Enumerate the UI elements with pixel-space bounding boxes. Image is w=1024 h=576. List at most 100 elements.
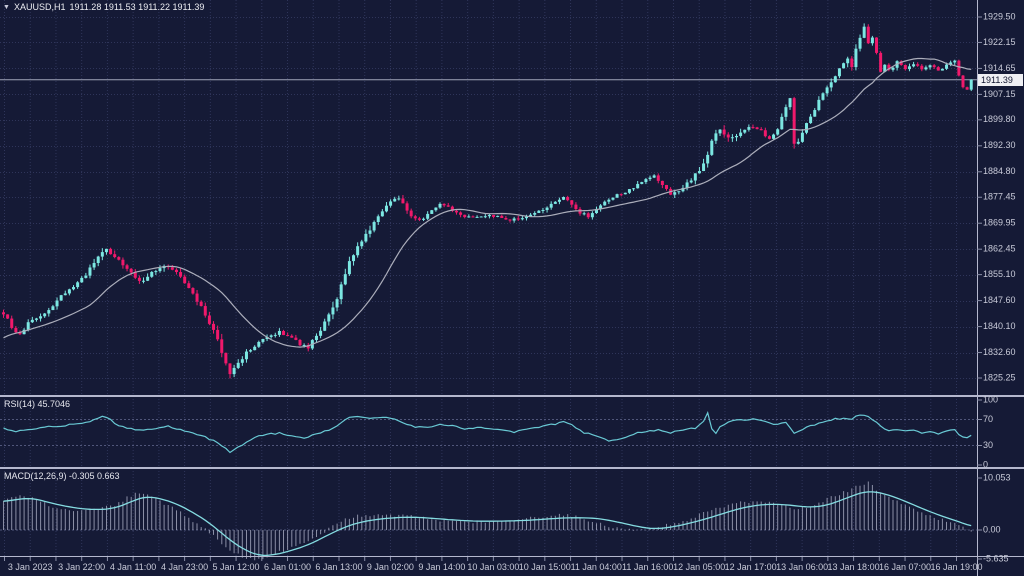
candle-bull <box>846 58 850 64</box>
price-axis-label: 1892.30 <box>983 140 1016 150</box>
candle-bear <box>14 327 18 333</box>
chart-ohlc-values: 1911.28 1911.53 1911.22 1911.39 <box>69 2 205 12</box>
candle-bull <box>714 133 718 141</box>
candle-bull <box>47 310 51 314</box>
candle-bull <box>735 135 739 138</box>
candle-bull <box>319 330 323 336</box>
candle-bear <box>442 203 446 206</box>
candle-bear <box>228 363 232 375</box>
candle-bear <box>207 315 211 324</box>
candle-bull <box>677 191 681 193</box>
price-axis-label: 1877.45 <box>983 192 1016 202</box>
candle-bull <box>693 173 697 181</box>
candle-bull <box>615 194 619 198</box>
candle-bear <box>792 98 796 144</box>
time-axis-label: 9 Jan 02:00 <box>367 562 414 572</box>
candle-bull <box>817 99 821 111</box>
candle-bear <box>500 215 504 219</box>
price-axis-label: 1907.15 <box>983 89 1016 99</box>
candles-layer <box>2 23 973 379</box>
candle-bull <box>372 222 376 231</box>
candle-bear <box>282 330 286 336</box>
candle-bull <box>739 132 743 136</box>
candle-bull <box>858 37 862 49</box>
candle-bull <box>430 210 434 214</box>
candle-bull <box>623 192 627 195</box>
candle-bull <box>796 141 800 144</box>
candle-bull <box>88 267 92 276</box>
candle-bull <box>537 210 541 213</box>
candle-bull <box>397 198 401 200</box>
candle-bear <box>195 293 199 302</box>
time-axis-label: 9 Jan 14:00 <box>418 562 465 572</box>
price-axis-label: 1825.25 <box>983 372 1016 382</box>
candle-bull <box>557 199 561 202</box>
candle-bull <box>380 211 384 217</box>
candle-bear <box>903 64 907 70</box>
candle-bull <box>51 306 55 311</box>
macd-panel-separator <box>0 467 1024 469</box>
candle-bull <box>743 129 747 133</box>
candle-bull <box>825 87 829 94</box>
time-axis-label: 11 Jan 04:00 <box>571 562 622 572</box>
candle-bull <box>30 319 34 323</box>
candle-bull <box>702 163 706 172</box>
candle-bear <box>129 268 133 273</box>
candle-bull <box>969 79 973 90</box>
candle-bull <box>800 132 804 142</box>
candle-bull <box>364 233 368 242</box>
candle-bull <box>928 65 932 68</box>
candle-bull <box>323 321 327 331</box>
candle-bull <box>632 188 636 190</box>
candle-bear <box>117 257 121 260</box>
macd-axis-label: 0.00 <box>983 524 1001 534</box>
time-axis-label: 5 Jan 12:00 <box>213 562 260 572</box>
candle-bull <box>541 210 545 212</box>
candle-bull <box>907 66 911 70</box>
candle-bull <box>805 123 809 133</box>
candle-bull <box>261 339 265 342</box>
price-axis-label: 1847.60 <box>983 295 1016 305</box>
time-axis-label: 10 Jan 03:00 <box>467 562 519 572</box>
candle-bear <box>660 180 664 186</box>
candle-bull <box>681 187 685 192</box>
candle-bull <box>496 215 500 217</box>
candle-bull <box>257 341 261 347</box>
rsi-line <box>3 411 972 454</box>
candle-bull <box>253 346 257 351</box>
price-axis-label: 1899.80 <box>983 114 1016 124</box>
price-axis-label: 1855.10 <box>983 269 1016 279</box>
candle-bear <box>125 265 129 269</box>
candle-bear <box>286 335 290 337</box>
candle-bull <box>685 182 689 188</box>
candle-bear <box>133 272 137 278</box>
candle-bull <box>833 76 837 83</box>
candle-bull <box>524 216 528 219</box>
candle-bull <box>314 335 318 341</box>
candle-bear <box>916 64 920 66</box>
candle-bear <box>932 65 936 68</box>
candle-bull <box>142 280 146 282</box>
candle-bull <box>912 64 916 67</box>
candle-bull <box>689 180 693 183</box>
price-axis-label: 1862.45 <box>983 244 1016 254</box>
candle-bear <box>759 129 763 131</box>
candle-bull <box>43 313 47 317</box>
candle-bear <box>767 136 771 139</box>
candle-bull <box>829 82 833 88</box>
current-price-label: 1911.39 <box>978 74 1023 86</box>
candle-bull <box>80 277 84 283</box>
candle-bear <box>763 130 767 137</box>
candle-bear <box>866 26 870 44</box>
time-axis-label: 10 Jan 15:00 <box>519 562 571 572</box>
candle-bull <box>862 26 866 38</box>
candle-bear <box>504 218 508 220</box>
candle-bull <box>483 216 487 218</box>
candle-bear <box>18 332 22 335</box>
rsi-panel-separator <box>0 395 1024 397</box>
price-axis-label: 1884.80 <box>983 166 1016 176</box>
time-axis-label: 6 Jan 13:00 <box>315 562 362 572</box>
symbol-dropdown-icon[interactable]: ▼ <box>3 4 10 11</box>
